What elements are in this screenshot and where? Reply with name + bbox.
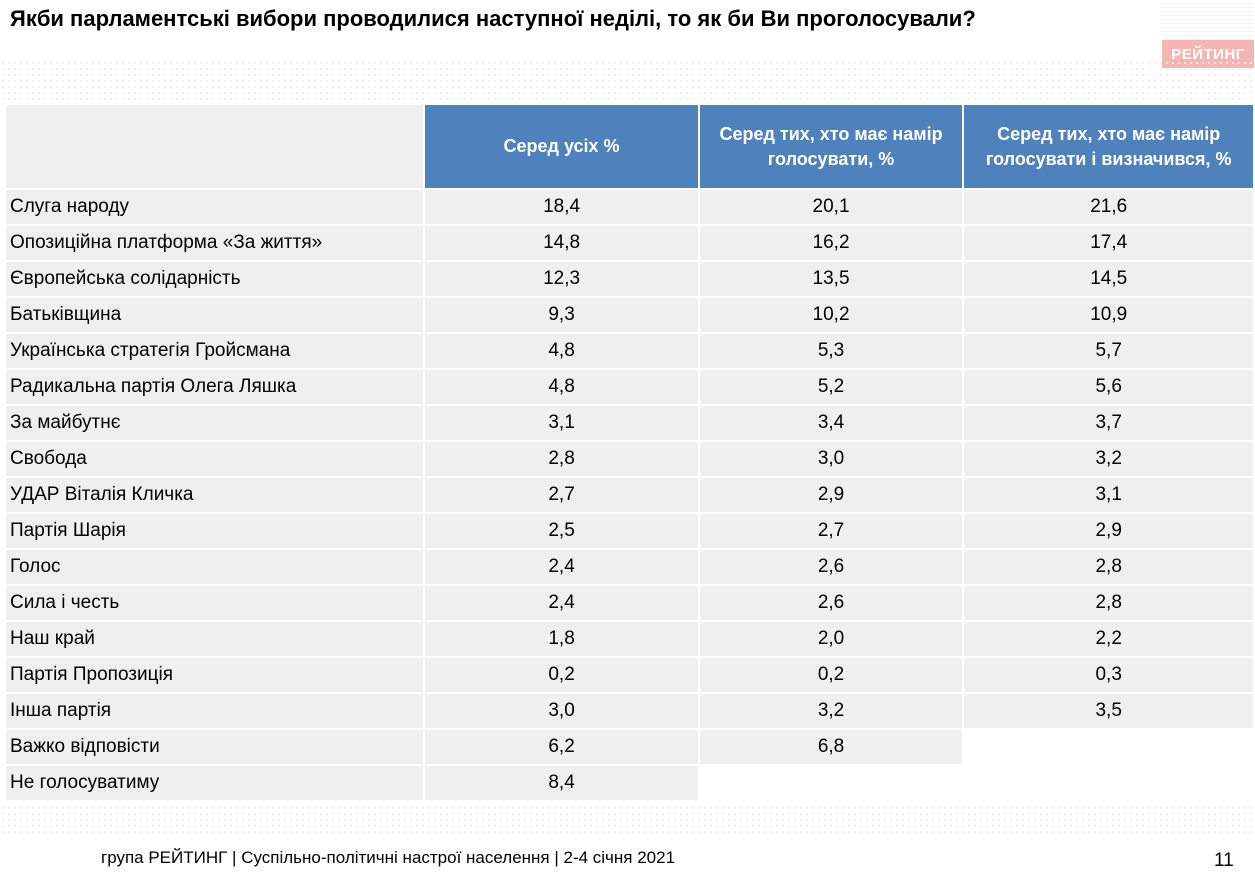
- table-row: Партія Шарія 2,5 2,7 2,9: [6, 514, 1253, 548]
- value-all-cell: 2,5: [425, 514, 698, 548]
- party-name-cell: Батьківщина: [6, 298, 424, 332]
- value-intend-cell: 2,7: [699, 514, 963, 548]
- logo-background: [1162, 0, 1254, 40]
- value-decided-cell: 14,5: [964, 262, 1253, 296]
- value-all-cell: 2,4: [425, 550, 698, 584]
- value-decided-cell: 3,7: [964, 406, 1253, 440]
- table-row: За майбутнє 3,1 3,4 3,7: [6, 406, 1253, 440]
- party-name-cell: Важко відповісти: [6, 730, 424, 764]
- table-row: Інша партія 3,0 3,2 3,5: [6, 694, 1253, 728]
- table-row: УДАР Віталія Кличка 2,7 2,9 3,1: [6, 478, 1253, 512]
- party-name-cell: Наш край: [6, 622, 424, 656]
- table-header-row: Серед усіх % Серед тих, хто має намір го…: [6, 105, 1253, 188]
- value-intend-cell: 13,5: [699, 262, 963, 296]
- dot-pattern-bottom: [0, 805, 1255, 835]
- value-intend-cell: 2,6: [699, 550, 963, 584]
- table-row: Українська стратегія Гройсмана 4,8 5,3 5,7: [6, 334, 1253, 368]
- party-name-cell: Інша партія: [6, 694, 424, 728]
- value-decided-cell: 17,4: [964, 226, 1253, 260]
- slide-title: Якби парламентські вибори проводилися на…: [10, 6, 976, 31]
- party-name-cell: Радикальна партія Олега Ляшка: [6, 370, 424, 404]
- value-all-cell: 18,4: [425, 190, 698, 224]
- value-decided-cell: 21,6: [964, 190, 1253, 224]
- dot-pattern-top: [0, 60, 1255, 100]
- page-number: 11: [1214, 850, 1234, 871]
- party-name-cell: Не голосуватиму: [6, 766, 424, 800]
- table-row: Голос 2,4 2,6 2,8: [6, 550, 1253, 584]
- value-all-cell: 12,3: [425, 262, 698, 296]
- value-all-cell: 3,1: [425, 406, 698, 440]
- value-decided-cell: [964, 730, 1253, 764]
- party-name-cell: УДАР Віталія Кличка: [6, 478, 424, 512]
- value-decided-cell: 3,1: [964, 478, 1253, 512]
- table-row: Батьківщина 9,3 10,2 10,9: [6, 298, 1253, 332]
- party-name-cell: Голос: [6, 550, 424, 584]
- value-intend-cell: 20,1: [699, 190, 963, 224]
- table-row: Наш край 1,8 2,0 2,2: [6, 622, 1253, 656]
- value-intend-cell: 0,2: [699, 658, 963, 692]
- value-all-cell: 9,3: [425, 298, 698, 332]
- table-row: Радикальна партія Олега Ляшка 4,8 5,2 5,6: [6, 370, 1253, 404]
- value-all-cell: 4,8: [425, 370, 698, 404]
- party-name-cell: Свобода: [6, 442, 424, 476]
- header-blank-cell: [6, 105, 424, 188]
- value-all-cell: 2,4: [425, 586, 698, 620]
- party-name-cell: Українська стратегія Гройсмана: [6, 334, 424, 368]
- table-row: Важко відповісти 6,2 6,8: [6, 730, 1253, 764]
- value-intend-cell: 3,2: [699, 694, 963, 728]
- value-intend-cell: 10,2: [699, 298, 963, 332]
- party-name-cell: Європейська солідарність: [6, 262, 424, 296]
- header-all-respondents: Серед усіх %: [425, 105, 698, 188]
- value-intend-cell: 5,2: [699, 370, 963, 404]
- party-name-cell: За майбутнє: [6, 406, 424, 440]
- party-name-cell: Сила і честь: [6, 586, 424, 620]
- value-all-cell: 1,8: [425, 622, 698, 656]
- value-all-cell: 3,0: [425, 694, 698, 728]
- table-row: Опозиційна платформа «За життя» 14,8 16,2 1…: [6, 226, 1253, 260]
- party-name-cell: Опозиційна платформа «За життя»: [6, 226, 424, 260]
- value-decided-cell: [964, 766, 1253, 800]
- table-row: Слуга народу 18,4 20,1 21,6: [6, 190, 1253, 224]
- value-decided-cell: 5,6: [964, 370, 1253, 404]
- value-intend-cell: 3,4: [699, 406, 963, 440]
- value-intend-cell: [700, 766, 963, 800]
- value-decided-cell: 0,3: [964, 658, 1253, 692]
- value-all-cell: 6,2: [425, 730, 698, 764]
- value-decided-cell: 2,8: [964, 586, 1253, 620]
- table-row: Сила і честь 2,4 2,6 2,8: [6, 586, 1253, 620]
- value-intend-cell: 2,6: [699, 586, 963, 620]
- value-all-cell: 8,4: [425, 766, 698, 800]
- header-intend-to-vote: Серед тих, хто має намір голосувати, %: [699, 105, 963, 188]
- value-intend-cell: 3,0: [699, 442, 963, 476]
- value-all-cell: 2,7: [425, 478, 698, 512]
- value-all-cell: 4,8: [425, 334, 698, 368]
- value-decided-cell: 2,9: [964, 514, 1253, 548]
- table-row: Партія Пропозиція 0,2 0,2 0,3: [6, 658, 1253, 692]
- footer-text: група РЕЙТИНГ | Суспільно-політичні наст…: [101, 848, 676, 867]
- value-decided-cell: 3,5: [964, 694, 1253, 728]
- party-name-cell: Партія Шарія: [6, 514, 424, 548]
- value-all-cell: 14,8: [425, 226, 698, 260]
- value-decided-cell: 2,2: [964, 622, 1253, 656]
- value-intend-cell: 6,8: [699, 730, 963, 764]
- value-all-cell: 0,2: [425, 658, 698, 692]
- value-decided-cell: 5,7: [964, 334, 1253, 368]
- table-row: Європейська солідарність 12,3 13,5 14,5: [6, 262, 1253, 296]
- value-decided-cell: 2,8: [964, 550, 1253, 584]
- value-intend-cell: 2,9: [699, 478, 963, 512]
- party-name-cell: Партія Пропозиція: [6, 658, 424, 692]
- value-intend-cell: 16,2: [699, 226, 963, 260]
- table-row: Свобода 2,8 3,0 3,2: [6, 442, 1253, 476]
- table-body: Слуга народу 18,4 20,1 21,6 Опозиційна платф…: [6, 190, 1253, 800]
- value-intend-cell: 5,3: [699, 334, 963, 368]
- value-decided-cell: 3,2: [964, 442, 1253, 476]
- header-intend-and-decided: Серед тих, хто має намір голосувати і ви…: [964, 105, 1253, 188]
- party-name-cell: Слуга народу: [6, 190, 424, 224]
- value-decided-cell: 10,9: [964, 298, 1253, 332]
- value-all-cell: 2,8: [425, 442, 698, 476]
- table-row: Не голосуватиму 8,4: [6, 766, 1253, 800]
- value-intend-cell: 2,0: [699, 622, 963, 656]
- results-table: Серед усіх % Серед тих, хто має намір го…: [4, 103, 1255, 802]
